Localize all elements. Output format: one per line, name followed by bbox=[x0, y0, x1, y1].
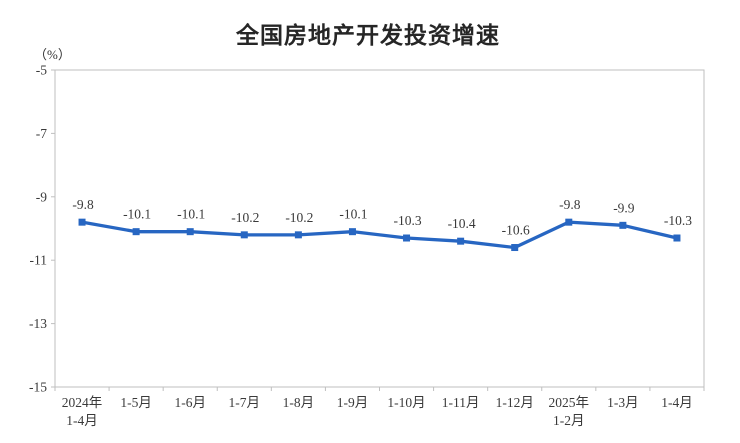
data-point-label: -10.2 bbox=[285, 210, 313, 225]
x-axis-label: 1-3月 bbox=[607, 395, 639, 410]
y-axis-label: -9 bbox=[36, 189, 47, 204]
plot-border bbox=[54, 69, 705, 388]
chart-title: 全国房地产开发投资增速 bbox=[236, 22, 500, 48]
y-axis-label: -13 bbox=[29, 316, 47, 331]
x-axis-label: 1-10月 bbox=[387, 395, 425, 410]
x-axis-label: 1-9月 bbox=[337, 395, 369, 410]
data-point-label: -10.6 bbox=[502, 223, 530, 238]
data-point-marker bbox=[565, 218, 573, 226]
data-point-marker bbox=[294, 231, 302, 239]
x-axis: 2024年 1-4月 1-5月 1-6月 1-7月 1-8月 1-9月 1-10月 1-11月 1… bbox=[54, 387, 705, 428]
y-axis-label: -5 bbox=[36, 63, 47, 78]
data-point-label: -10.4 bbox=[448, 216, 476, 231]
data-point-marker bbox=[348, 228, 356, 236]
data-point-label: -10.1 bbox=[123, 207, 151, 222]
x-axis-label: 1-4月 bbox=[661, 395, 693, 410]
data-point-label: -10.3 bbox=[393, 213, 421, 228]
x-axis-label: 1-7月 bbox=[229, 395, 261, 410]
data-point-marker bbox=[673, 234, 681, 242]
data-point-label: -10.3 bbox=[664, 213, 692, 228]
x-axis-label: 2025年 1-2月 bbox=[549, 395, 590, 428]
series-points: -9.8 -10.1 -10.1 -10.2 -10.2 -10.1 -10.3 -10.4 -… bbox=[72, 197, 692, 252]
y-axis-label: -7 bbox=[36, 126, 47, 141]
data-point-marker bbox=[511, 244, 519, 252]
data-point-label: -10.2 bbox=[231, 210, 259, 225]
data-point-marker bbox=[457, 237, 465, 245]
data-point-label: -10.1 bbox=[177, 207, 205, 222]
y-axis-label: -11 bbox=[30, 253, 48, 268]
data-point-label: -9.9 bbox=[613, 200, 635, 215]
data-point-marker bbox=[78, 218, 86, 226]
data-point-marker bbox=[240, 231, 248, 239]
data-point-marker bbox=[186, 228, 194, 236]
data-point-marker bbox=[132, 228, 140, 236]
y-axis-unit-label: （%） bbox=[34, 47, 71, 62]
data-point-marker bbox=[619, 221, 627, 229]
x-axis-label: 2024年 1-4月 bbox=[62, 395, 103, 428]
y-axis: -5 -7 -9 -11 -13 -15 bbox=[29, 63, 55, 395]
x-axis-label: 1-8月 bbox=[283, 395, 315, 410]
x-axis-label: 1-12月 bbox=[496, 395, 534, 410]
x-axis-label: 1-5月 bbox=[120, 395, 152, 410]
x-axis-label: 1-6月 bbox=[174, 395, 206, 410]
data-point-label: -9.8 bbox=[72, 197, 94, 212]
data-point-marker bbox=[403, 234, 411, 242]
series-line bbox=[80, 220, 679, 250]
data-point-label: -9.8 bbox=[559, 197, 581, 212]
data-point-label: -10.1 bbox=[339, 207, 367, 222]
x-axis-label: 1-11月 bbox=[442, 395, 480, 410]
y-axis-label: -15 bbox=[29, 380, 47, 395]
